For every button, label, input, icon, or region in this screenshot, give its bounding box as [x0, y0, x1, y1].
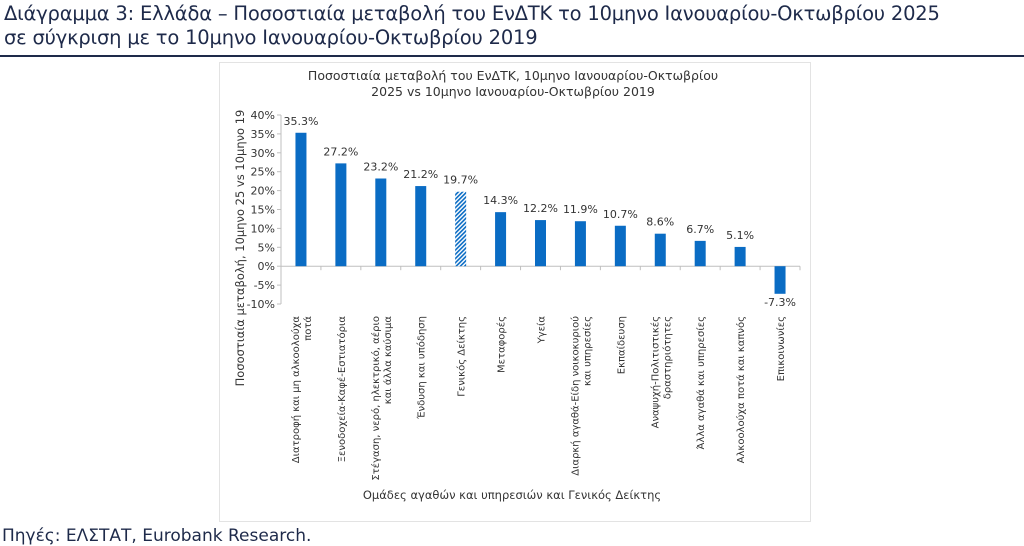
- data-label: 5.1%: [726, 229, 754, 242]
- data-label: 10.7%: [603, 208, 638, 221]
- x-category-label: Αλκοολούχα ποτά και καπνός: [735, 316, 747, 463]
- bar: [495, 212, 507, 267]
- bar: [375, 178, 387, 267]
- y-tick-label: -5%: [254, 279, 275, 292]
- chart-title-line2: 2025 vs 10μηνο Ιανουαρίου-Οκτωβρίου 2019: [371, 84, 655, 99]
- bar: [455, 191, 467, 267]
- bar: [774, 266, 786, 294]
- x-category-label: δραστηριότητες: [661, 316, 673, 399]
- data-label: 35.3%: [283, 115, 318, 128]
- x-category-label: Διατροφή και μη αλκοολούχα: [290, 316, 302, 464]
- bar: [614, 225, 626, 267]
- y-tick-label: 40%: [251, 109, 275, 122]
- data-label: -7.3%: [764, 296, 796, 309]
- data-label: 23.2%: [363, 161, 398, 174]
- x-category-label: Ξενοδοχεία-Καφέ-Εστιατόρια: [336, 316, 348, 463]
- x-category-label: Μεταφορές: [496, 316, 508, 373]
- x-category-label: Εκπαίδευση: [615, 316, 627, 374]
- data-label: 8.6%: [646, 216, 674, 229]
- x-axis-title: Ομάδες αγαθών και υπηρεσιών και Γενικός …: [363, 488, 661, 502]
- bar: [734, 246, 746, 267]
- y-tick-label: 35%: [251, 128, 275, 141]
- bar: [535, 220, 546, 267]
- data-label: 12.2%: [523, 202, 558, 215]
- x-category-label: Αναψυχή-Πολιτιστικές: [649, 316, 661, 428]
- x-category-label: Υγεία: [536, 316, 548, 345]
- header-title-line1: Διάγραμμα 3: Ελλάδα – Ποσοστιαία μεταβολ…: [4, 2, 940, 25]
- bar: [574, 221, 586, 267]
- header-divider: [0, 55, 1024, 57]
- y-tick-label: 25%: [251, 166, 275, 179]
- y-tick-label: 20%: [251, 185, 275, 198]
- y-tick-label: 15%: [251, 204, 275, 217]
- bar: [694, 240, 706, 267]
- x-category-label: Ένδυση και υπόδηση: [416, 316, 428, 420]
- x-category-label: Διαρκή αγαθά-Είδη νοικοκυριού: [569, 316, 581, 476]
- chart-title-line1: Ποσοστιαία μεταβολή του ΕνΔΤΚ, 10μηνο Ια…: [308, 68, 718, 83]
- header-title-line2: σε σύγκριση με το 10μηνο Ιανουαρίου-Οκτω…: [4, 26, 538, 49]
- chart-frame: [219, 62, 811, 522]
- data-label: 6.7%: [686, 223, 714, 236]
- data-label: 11.9%: [563, 203, 598, 216]
- y-tick-label: 5%: [258, 241, 275, 254]
- x-category-label: ποτά: [302, 316, 314, 341]
- x-category-label: Στέγαση, νερό, ηλεκτρικό, αέριο: [370, 316, 382, 481]
- x-category-label: Άλλα αγαθά και υπηρεσίες: [695, 316, 707, 449]
- y-axis-title: Ποσοστιαία μεταβολή, 10μηνο 25 vs 10μηνο…: [233, 110, 247, 387]
- x-category-label: Γενικός Δείκτης: [456, 316, 468, 397]
- page-header: Διάγραμμα 3: Ελλάδα – Ποσοστιαία μεταβολ…: [4, 2, 940, 50]
- y-tick-label: -10%: [247, 298, 275, 311]
- x-category-label: και υπηρεσίες: [581, 316, 593, 386]
- data-label: 27.2%: [323, 145, 358, 158]
- data-label: 21.2%: [403, 168, 438, 181]
- bar: [654, 233, 666, 267]
- x-category-label: Επικοινωνίες: [775, 316, 787, 381]
- x-category-label: και άλλα καύσιμα: [382, 316, 394, 405]
- y-tick-label: 0%: [258, 260, 275, 273]
- bar: [415, 186, 427, 267]
- y-tick-label: 10%: [251, 222, 275, 235]
- data-label: 14.3%: [483, 194, 518, 207]
- source-note: Πηγές: ΕΛΣΤΑΤ, Eurobank Research.: [2, 526, 312, 546]
- y-tick-label: 30%: [251, 147, 275, 160]
- bar: [335, 163, 347, 267]
- data-label: 19.7%: [443, 174, 478, 187]
- bar: [295, 132, 307, 267]
